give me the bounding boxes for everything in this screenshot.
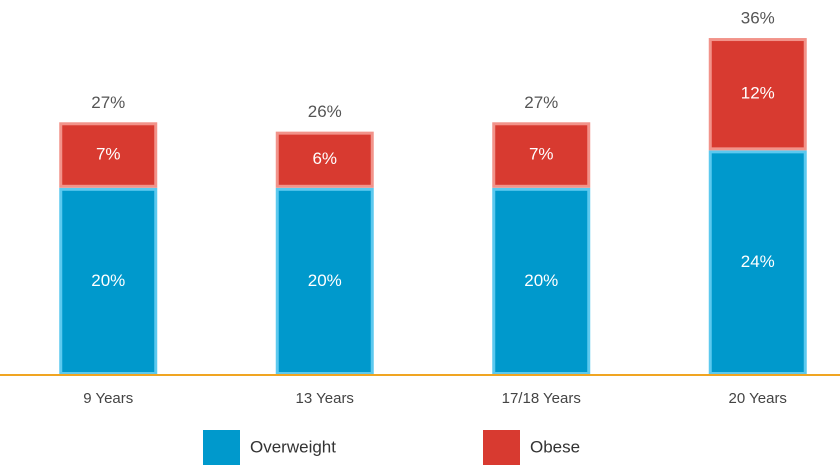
legend-swatch xyxy=(483,430,520,465)
bar-segment xyxy=(708,38,807,151)
segment-label: 7% xyxy=(96,145,121,164)
segment-label: 20% xyxy=(308,271,342,290)
segment-label: 24% xyxy=(741,252,775,271)
bar-segment xyxy=(275,187,374,375)
total-label: 27% xyxy=(524,93,558,112)
total-label: 27% xyxy=(91,93,125,112)
bar-segment xyxy=(59,187,158,375)
legend-label: Overweight xyxy=(250,437,336,456)
total-label: 26% xyxy=(308,102,342,121)
bar-segment xyxy=(492,187,591,375)
segment-label: 20% xyxy=(91,271,125,290)
bar-segment xyxy=(275,131,374,188)
segment-label: 6% xyxy=(312,149,337,168)
segment-label: 20% xyxy=(524,271,558,290)
legend-label: Obese xyxy=(530,437,580,456)
segment-label: 12% xyxy=(741,84,775,103)
x-tick-label: 17/18 Years xyxy=(502,390,581,407)
x-tick-label: 20 Years xyxy=(729,390,787,407)
x-tick-label: 13 Years xyxy=(296,390,354,407)
segment-label: 7% xyxy=(529,145,554,164)
x-tick-label: 9 Years xyxy=(83,390,133,407)
total-label: 36% xyxy=(741,9,775,28)
legend-swatch xyxy=(203,430,240,465)
bar-segment xyxy=(492,122,591,188)
bar-segment xyxy=(59,122,158,188)
bar-segment xyxy=(708,150,807,375)
